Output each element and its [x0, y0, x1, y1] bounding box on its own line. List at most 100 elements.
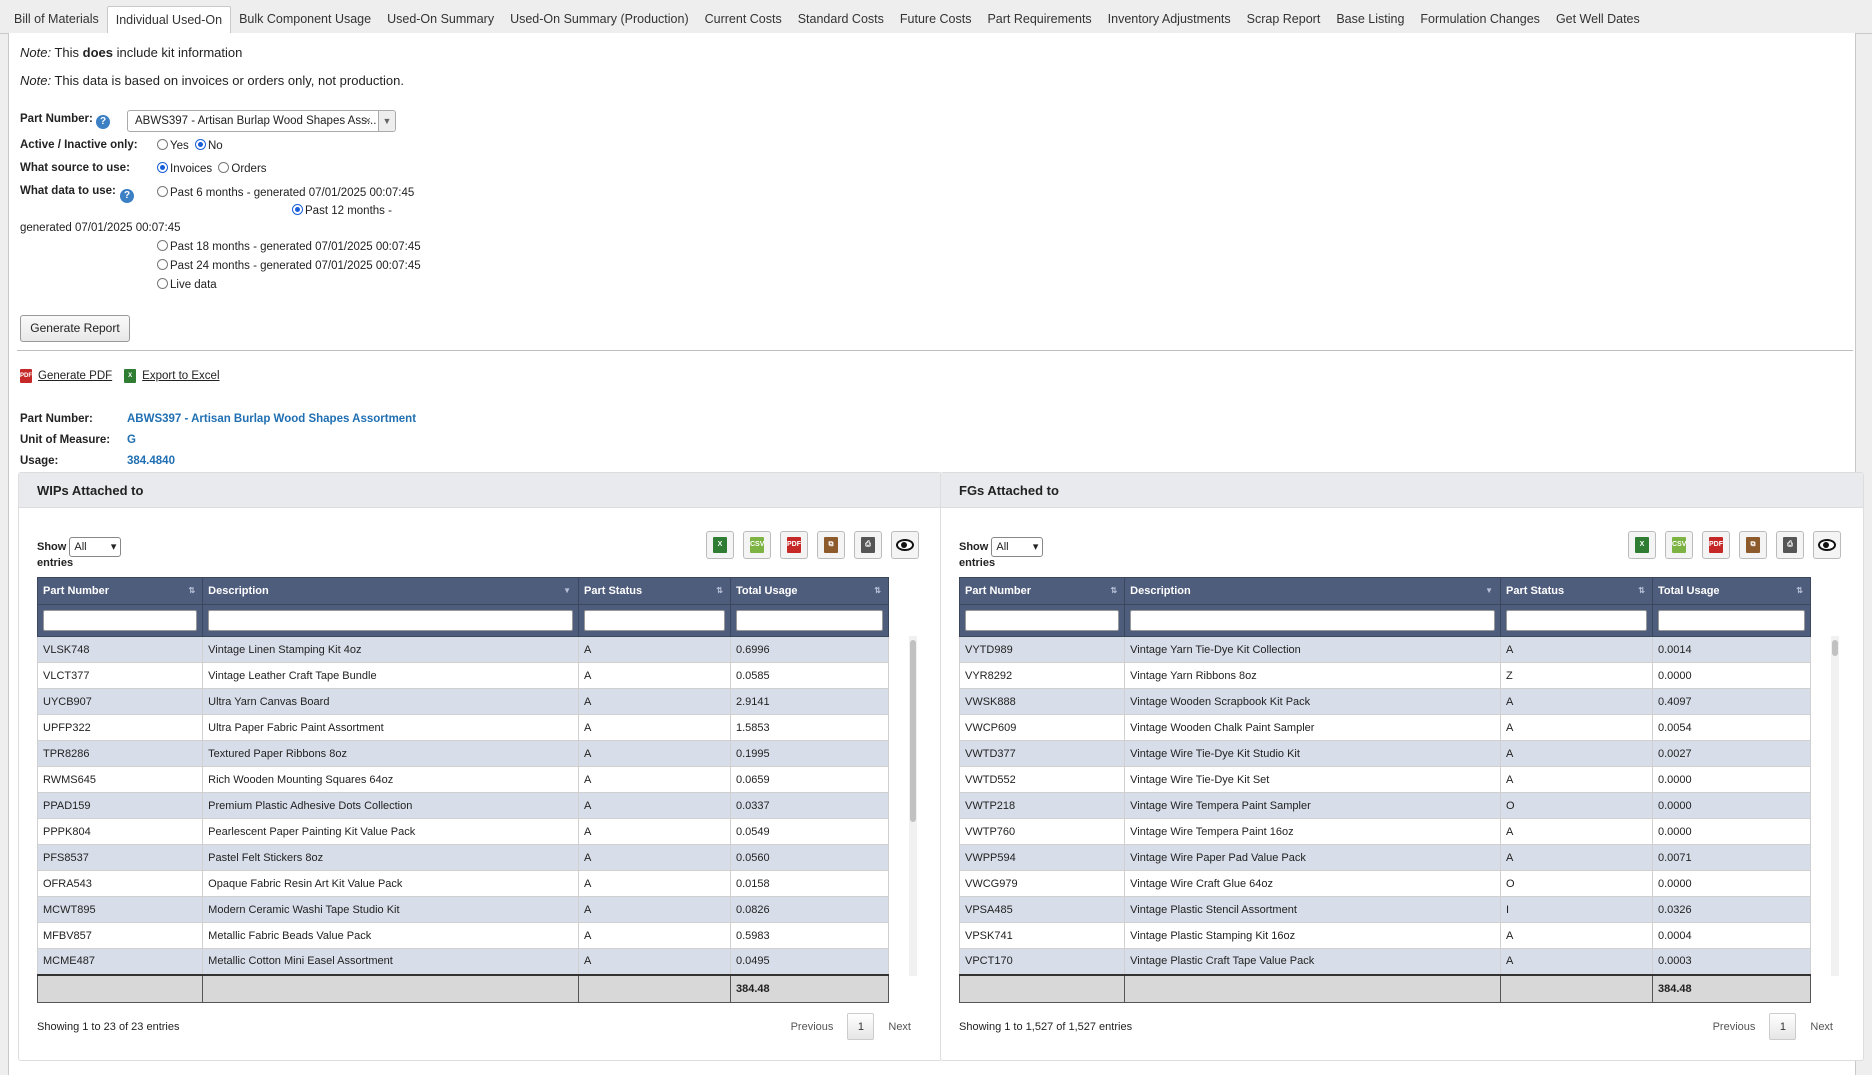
data-live-radio[interactable] [157, 278, 168, 289]
filter-input-part-number[interactable] [43, 610, 198, 631]
pdf-button[interactable]: PDF [1702, 531, 1730, 559]
table-row[interactable]: VPCT170 Vintage Plastic Craft Tape Value … [958, 948, 1811, 975]
source-orders-radio[interactable] [218, 162, 230, 173]
column-header-part-status[interactable]: Part Status ⇅ [1500, 577, 1653, 605]
table-row[interactable]: MCME487 Metallic Cotton Mini Easel Assort… [36, 948, 889, 975]
excel-button[interactable]: X [1628, 531, 1656, 559]
tab-individual-used-on[interactable]: Individual Used-On [106, 6, 232, 34]
pdf-button[interactable]: PDF [780, 531, 808, 559]
filter-input-total-usage[interactable] [736, 610, 883, 631]
tab-part-requirements[interactable]: Part Requirements [987, 12, 1092, 26]
column-visibility-button[interactable] [891, 531, 919, 559]
data-6-months-radio[interactable] [157, 186, 168, 197]
filter-input-part-status[interactable] [1506, 610, 1647, 631]
page-button[interactable]: 1 [847, 1013, 875, 1040]
table-row[interactable]: VWTD377 Vintage Wire Tie-Dye Kit Studio K… [958, 740, 1811, 767]
column-header-description[interactable]: Description ▼ [1124, 577, 1501, 605]
tab-scrap-report[interactable]: Scrap Report [1246, 12, 1321, 26]
data-18-months-radio[interactable] [157, 240, 168, 251]
column-header-part-status[interactable]: Part Status ⇅ [578, 577, 731, 605]
tab-bill-of-materials[interactable]: Bill of Materials [14, 12, 99, 26]
table-row[interactable]: VWPP594 Vintage Wire Paper Pad Value Pack… [958, 844, 1811, 871]
table-row[interactable]: VLCT377 Vintage Leather Craft Tape Bundle… [36, 662, 889, 689]
show-entries-select[interactable]: All [69, 537, 122, 557]
table-row[interactable]: RWMS645 Rich Wooden Mounting Squares 64oz… [36, 766, 889, 793]
tab-used-on-summary[interactable]: Used-On Summary [387, 12, 495, 26]
table-row[interactable]: VYTD989 Vintage Yarn Tie-Dye Kit Collecti… [958, 636, 1811, 663]
table-row[interactable]: VWTD552 Vintage Wire Tie-Dye Kit Set A 0.00… [958, 766, 1811, 793]
column-header-description[interactable]: Description ▼ [202, 577, 579, 605]
generate-pdf-link[interactable]: Generate PDF [38, 370, 113, 382]
excel-button[interactable]: X [706, 531, 734, 559]
table-row[interactable]: TPR8286 Textured Paper Ribbons 8oz A 0.1995 [36, 740, 889, 767]
scrollbar-thumb[interactable] [1832, 640, 1838, 656]
table-row[interactable]: VWTP218 Vintage Wire Tempera Paint Sample… [958, 792, 1811, 819]
note-text: include kit information [116, 45, 243, 60]
table-row[interactable]: VWSK888 Vintage Wooden Scrapbook Kit Pack… [958, 688, 1811, 715]
column-header-part-number[interactable]: Part Number ⇅ [958, 577, 1126, 605]
previous-button[interactable]: Previous [1712, 1020, 1756, 1033]
filter-input-description[interactable] [208, 610, 573, 631]
table-row[interactable]: MCWT895 Modern Ceramic Washi Tape Studio … [36, 896, 889, 923]
export-excel-link[interactable]: Export to Excel [142, 370, 220, 382]
table-row[interactable]: UYCB907 Ultra Yarn Canvas Board A 2.9141 [36, 688, 889, 715]
table-row[interactable]: PPPK804 Pearlescent Paper Painting Kit Va… [36, 818, 889, 845]
tab-bulk-component-usage[interactable]: Bulk Component Usage [239, 12, 372, 26]
copy-button[interactable]: ⧉ [1739, 531, 1767, 559]
scrollbar[interactable] [909, 636, 917, 976]
table-row[interactable]: UPFP322 Ultra Paper Fabric Paint Assortme… [36, 714, 889, 741]
filter-input-description[interactable] [1130, 610, 1495, 631]
next-button[interactable]: Next [1810, 1020, 1833, 1033]
filter-input-total-usage[interactable] [1658, 610, 1805, 631]
tab-standard-costs[interactable]: Standard Costs [797, 12, 884, 26]
filter-input-part-status[interactable] [584, 610, 725, 631]
previous-button[interactable]: Previous [790, 1020, 834, 1033]
tab-current-costs[interactable]: Current Costs [704, 12, 782, 26]
table-row[interactable]: VWCP609 Vintage Wooden Chalk Paint Sample… [958, 714, 1811, 741]
column-header-part-number[interactable]: Part Number ⇅ [36, 577, 204, 605]
tab-formulation-changes[interactable]: Formulation Changes [1420, 12, 1540, 26]
column-header-total-usage[interactable]: Total Usage ⇅ [730, 577, 889, 605]
table-row[interactable]: VWCG979 Vintage Wire Craft Glue 64oz O 0.00… [958, 870, 1811, 897]
active-no-radio[interactable] [194, 139, 206, 150]
table-row[interactable]: PFS8537 Pastel Felt Stickers 8oz A 0.0560 [36, 844, 889, 871]
show-entries-select[interactable]: All [991, 537, 1044, 557]
clear-icon[interactable]: × [364, 115, 371, 127]
csv-button[interactable]: CSV [743, 531, 771, 559]
table-row[interactable]: VYR8292 Vintage Yarn Ribbons 8oz Z 0.0000 [958, 662, 1811, 689]
active-yes-radio[interactable] [157, 139, 168, 150]
help-icon[interactable]: ? [96, 115, 110, 129]
scrollbar-thumb[interactable] [910, 640, 916, 822]
table-row[interactable]: VWTP760 Vintage Wire Tempera Paint 16oz A 0… [958, 818, 1811, 845]
table-row[interactable]: MFBV857 Metallic Fabric Beads Value Pack A… [36, 922, 889, 949]
data-24-months-radio[interactable] [157, 259, 168, 270]
tab-inventory-adjustments[interactable]: Inventory Adjustments [1107, 12, 1231, 26]
tab-future-costs[interactable]: Future Costs [899, 12, 972, 26]
table-row[interactable]: OFRA543 Opaque Fabric Resin Art Kit Value… [36, 870, 889, 897]
generate-report-button[interactable]: Generate Report [20, 315, 130, 342]
csv-button[interactable]: CSV [1665, 531, 1693, 559]
summary-part-label: Part Number: [20, 413, 93, 425]
column-header-total-usage[interactable]: Total Usage ⇅ [1652, 577, 1811, 605]
source-invoices-radio[interactable] [157, 162, 168, 173]
help-icon[interactable]: ? [120, 189, 134, 203]
tab-base-listing[interactable]: Base Listing [1336, 12, 1405, 26]
table-row[interactable]: PPAD159 Premium Plastic Adhesive Dots Col… [36, 792, 889, 819]
table-row[interactable]: VPSA485 Vintage Plastic Stencil Assortmen… [958, 896, 1811, 923]
chevron-down-icon[interactable]: ▼ [378, 111, 395, 131]
print-button[interactable]: ⎙ [1776, 531, 1804, 559]
tab-get-well-dates[interactable]: Get Well Dates [1555, 12, 1640, 26]
tab-used-on-summary-production[interactable]: Used-On Summary (Production) [510, 12, 689, 26]
part-number-select[interactable]: ABWS397 - Artisan Burlap Wood Shapes Ass… [127, 110, 396, 132]
table-row[interactable]: VPSK741 Vintage Plastic Stamping Kit 16oz… [958, 922, 1811, 949]
next-button[interactable]: Next [888, 1020, 911, 1033]
page-button[interactable]: 1 [1769, 1013, 1797, 1040]
column-visibility-button[interactable] [1813, 531, 1841, 559]
data-12-months-radio[interactable] [292, 204, 303, 215]
print-button[interactable]: ⎙ [854, 531, 882, 559]
table-row[interactable]: VLSK748 Vintage Linen Stamping Kit 4oz A 0.… [36, 636, 889, 663]
copy-button[interactable]: ⧉ [817, 531, 845, 559]
filter-input-part-number[interactable] [965, 610, 1120, 631]
summary-uom-label: Unit of Measure: [20, 434, 111, 446]
scrollbar[interactable] [1831, 636, 1839, 976]
